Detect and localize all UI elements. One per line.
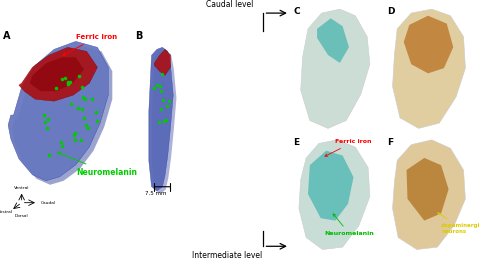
Polygon shape — [301, 9, 370, 128]
Point — [64, 80, 71, 85]
Text: F: F — [387, 138, 393, 147]
Point — [78, 85, 86, 89]
Point — [158, 72, 166, 76]
Point — [70, 133, 78, 137]
Point — [154, 83, 161, 87]
Point — [81, 97, 89, 101]
Point — [71, 131, 79, 135]
Point — [44, 116, 52, 121]
Point — [40, 113, 48, 117]
Point — [74, 106, 82, 110]
Point — [150, 86, 158, 90]
Polygon shape — [299, 140, 370, 249]
Polygon shape — [154, 49, 171, 75]
Text: Neuromelanin: Neuromelanin — [324, 214, 374, 236]
Point — [75, 74, 83, 78]
Text: Dorsal: Dorsal — [15, 214, 29, 218]
Text: dopaminergic
neurons: dopaminergic neurons — [438, 213, 479, 234]
Point — [52, 86, 59, 91]
Text: Ferric iron: Ferric iron — [63, 34, 117, 56]
Point — [58, 144, 66, 148]
Text: D: D — [387, 7, 394, 17]
Point — [157, 107, 165, 111]
Point — [61, 76, 68, 80]
Text: B: B — [135, 31, 143, 41]
Point — [89, 97, 96, 101]
Point — [45, 153, 53, 157]
Polygon shape — [8, 41, 108, 181]
Point — [92, 110, 100, 114]
Point — [71, 138, 79, 142]
Point — [64, 80, 71, 85]
Text: Caudal: Caudal — [41, 201, 56, 205]
Point — [155, 120, 163, 124]
Point — [79, 95, 87, 100]
Text: A: A — [3, 31, 10, 41]
Polygon shape — [19, 47, 97, 101]
Text: Ferric iron: Ferric iron — [325, 139, 372, 156]
Point — [67, 102, 75, 106]
Point — [83, 123, 91, 127]
Point — [57, 140, 65, 144]
Point — [43, 126, 50, 130]
Point — [80, 116, 88, 121]
Polygon shape — [152, 50, 176, 194]
Point — [93, 119, 101, 123]
Polygon shape — [393, 9, 466, 128]
Text: 7.5 mm: 7.5 mm — [145, 191, 166, 196]
Polygon shape — [30, 57, 84, 91]
Point — [165, 99, 172, 103]
Point — [158, 89, 165, 94]
Polygon shape — [404, 16, 453, 73]
Point — [160, 98, 167, 102]
Point — [79, 106, 86, 111]
Text: Caudal level: Caudal level — [206, 0, 253, 9]
Text: Ventral: Ventral — [14, 186, 29, 190]
Text: Intermediate level: Intermediate level — [192, 251, 262, 260]
Point — [41, 119, 49, 124]
Polygon shape — [407, 158, 449, 221]
Point — [58, 77, 66, 81]
Point — [64, 82, 72, 86]
Polygon shape — [308, 151, 354, 221]
Text: Neuromelanin: Neuromelanin — [57, 152, 137, 177]
Point — [162, 118, 170, 123]
Point — [157, 84, 164, 88]
Point — [160, 119, 168, 123]
Text: C: C — [294, 7, 300, 17]
Point — [163, 103, 171, 108]
Point — [67, 80, 74, 84]
Text: E: E — [294, 138, 299, 147]
Polygon shape — [317, 18, 349, 63]
Point — [78, 137, 85, 141]
Point — [84, 126, 91, 130]
Polygon shape — [393, 140, 466, 249]
Text: Rostral: Rostral — [0, 210, 13, 214]
Polygon shape — [149, 47, 173, 191]
Polygon shape — [12, 45, 112, 185]
